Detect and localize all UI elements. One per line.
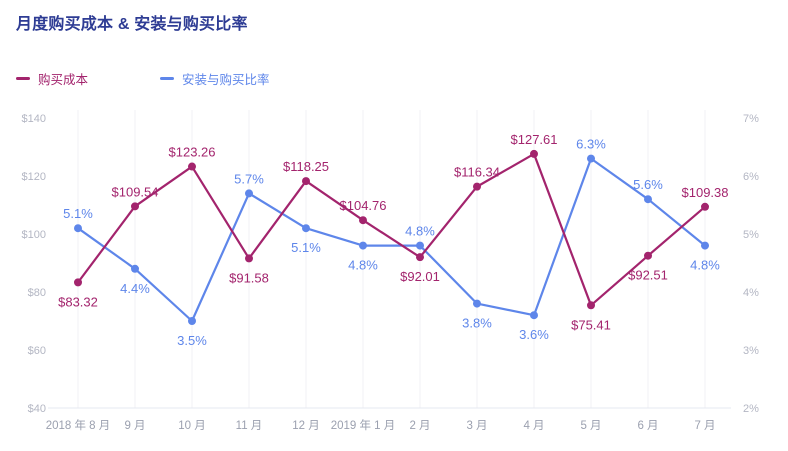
purchase-cost-legend-label: 购买成本 [38, 73, 89, 87]
data-point[interactable] [188, 162, 196, 171]
data-point[interactable] [245, 189, 253, 198]
data-point[interactable] [416, 253, 424, 262]
data-point[interactable] [587, 154, 595, 163]
x-axis-label: 6 月 [637, 420, 658, 432]
x-axis-label: 2019 年 1 月 [331, 418, 396, 432]
data-point[interactable] [359, 241, 367, 250]
data-point[interactable] [131, 264, 139, 273]
data-point[interactable] [188, 317, 196, 325]
purchase-cost-legend-marker [16, 77, 30, 80]
legend-item-purchase-cost[interactable]: 购买成本 [16, 69, 88, 88]
left-axis-tick: $40 [28, 403, 46, 415]
x-axis-label: 2018 年 8 月 [46, 418, 111, 432]
left-axis-tick: $60 [28, 345, 46, 357]
x-axis-label: 2 月 [409, 420, 430, 432]
left-axis-tick: $100 [22, 229, 46, 241]
left-axis-tick: $140 [22, 113, 46, 125]
series-line [77, 152, 706, 307]
data-point-label: 4.4% [120, 281, 150, 296]
data-point-label: $127.61 [511, 132, 558, 147]
data-point[interactable] [644, 251, 652, 260]
data-point[interactable] [701, 202, 709, 211]
data-point[interactable] [131, 202, 139, 211]
data-point-label: $123.26 [169, 145, 216, 160]
data-point-label: $75.41 [571, 317, 611, 332]
x-axis-label: 9 月 [124, 420, 145, 432]
data-point-label: $104.76 [340, 198, 387, 213]
data-point-label: $116.34 [454, 165, 500, 180]
data-point[interactable] [473, 182, 481, 191]
data-point-label: 5.1% [63, 206, 93, 221]
data-point-label: 5.6% [633, 177, 663, 192]
data-point-label: 4.8% [690, 258, 720, 273]
x-axis-label: 12 月 [292, 420, 320, 432]
right-axis-tick: 5% [743, 229, 759, 241]
x-axis-label: 11 月 [236, 420, 263, 432]
legend-item-install-ratio[interactable]: 安装与购买比率 [160, 69, 270, 88]
left-axis-tick: $80 [28, 287, 46, 299]
data-point[interactable] [74, 224, 82, 233]
data-point-label: 3.6% [519, 327, 549, 342]
data-point-label: $92.51 [628, 268, 668, 283]
right-axis-tick: 6% [743, 171, 759, 183]
data-point-label: 3.5% [177, 333, 207, 348]
chart-title: 月度购买成本 & 安装与购买比率 [16, 16, 248, 33]
x-axis-label: 7 月 [694, 420, 715, 432]
data-point-label: $118.25 [283, 159, 329, 174]
data-point[interactable] [416, 241, 424, 250]
data-point[interactable] [245, 254, 253, 263]
data-point[interactable] [701, 241, 709, 250]
install-ratio-legend-label: 安装与购买比率 [182, 73, 270, 87]
right-axis-tick: 3% [743, 345, 759, 357]
x-axis-label: 10 月 [178, 420, 206, 432]
x-axis-label: 4 月 [523, 420, 544, 432]
right-axis-tick: 4% [743, 287, 759, 299]
data-point-label: 3.8% [462, 316, 492, 331]
data-point[interactable] [644, 195, 652, 204]
data-point[interactable] [530, 149, 538, 158]
data-point-label: 5.1% [291, 240, 321, 255]
data-point-label: 4.8% [405, 224, 435, 239]
data-point-label: $109.38 [682, 185, 729, 200]
data-point-label: $92.01 [400, 269, 440, 284]
data-point[interactable] [587, 301, 595, 310]
left-axis-tick: $120 [22, 171, 46, 183]
x-axis-label: 5 月 [580, 420, 601, 432]
data-point-label: 5.7% [234, 171, 264, 186]
right-axis-tick: 7% [743, 113, 759, 125]
data-point[interactable] [530, 311, 538, 320]
data-point-label: 6.3% [576, 137, 606, 152]
data-point[interactable] [302, 224, 310, 233]
install-ratio-legend-marker [160, 77, 175, 80]
data-point-label: $109.54 [112, 184, 159, 199]
x-axis-label: 3 月 [466, 420, 487, 432]
data-point[interactable] [359, 216, 367, 225]
data-point-label: 4.8% [348, 258, 378, 273]
data-point[interactable] [302, 177, 310, 186]
series-line [77, 157, 706, 323]
data-point[interactable] [473, 299, 481, 308]
right-axis-tick: 2% [743, 403, 759, 415]
data-point[interactable] [74, 278, 82, 287]
chart-legend: 购买成本 安装与购买比率 [16, 69, 270, 88]
data-point-label: $91.58 [229, 270, 269, 285]
data-point-label: $83.32 [58, 294, 98, 309]
